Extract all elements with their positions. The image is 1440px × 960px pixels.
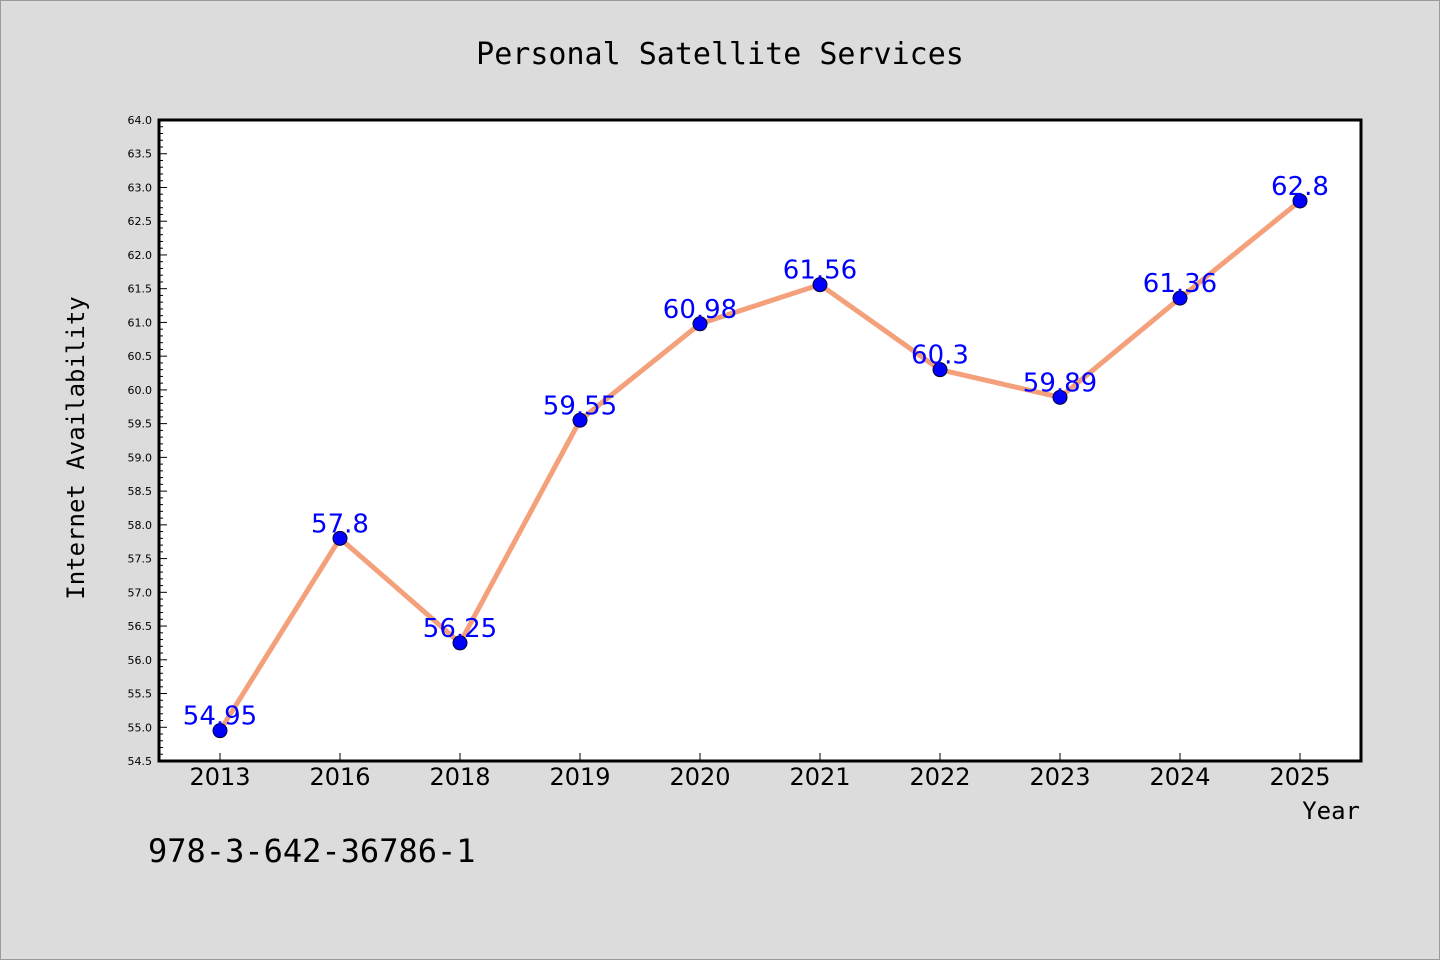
data-point <box>452 635 468 651</box>
x-tick-label: 2013 <box>189 763 250 791</box>
data-point <box>1292 193 1308 209</box>
y-tick-label: 63.5 <box>128 148 153 161</box>
y-tick-label: 61.0 <box>128 316 153 329</box>
x-tick-label: 2023 <box>1029 763 1090 791</box>
x-tick-label: 2019 <box>549 763 610 791</box>
plot-area <box>157 118 1363 763</box>
data-label: 57.8 <box>311 509 369 539</box>
x-tick-label: 2025 <box>1269 763 1330 791</box>
y-tick-label: 57.5 <box>128 553 153 566</box>
isbn-footnote: 978-3-642-36786-1 <box>148 832 476 870</box>
data-label-group: 54.95 57.8 56.25 59.55 60.98 61.56 60.3 59.89 61… <box>183 172 1329 732</box>
y-tick-label: 63.0 <box>128 181 153 194</box>
data-point <box>212 723 228 739</box>
x-tick-label: 2018 <box>429 763 490 791</box>
x-axis: 2013 2016 2018 2019 2020 2021 2022 2023 2024 2025 <box>189 753 1331 791</box>
data-label: 60.3 <box>911 341 969 371</box>
y-tick-label: 54.5 <box>128 755 153 768</box>
y-tick-label: 55.0 <box>128 721 153 734</box>
x-tick-label: 2016 <box>309 763 370 791</box>
y-tick-label: 59.5 <box>128 418 153 431</box>
y-tick-label: 62.5 <box>128 215 153 228</box>
y-tick-label: 57.0 <box>128 586 153 599</box>
y-tick-label: 60.5 <box>128 350 153 363</box>
y-tick-label: 60.0 <box>128 384 153 397</box>
x-axis-label: Year <box>1302 797 1360 825</box>
data-label: 54.95 <box>183 702 257 732</box>
x-tick-label: 2022 <box>909 763 970 791</box>
data-point <box>1052 389 1068 405</box>
y-tick-label: 58.0 <box>128 519 153 532</box>
data-label: 59.89 <box>1023 368 1097 398</box>
marker-group <box>212 193 1308 739</box>
data-point <box>932 362 948 378</box>
x-tick-label: 2021 <box>789 763 850 791</box>
data-point <box>1172 290 1188 306</box>
data-label: 60.98 <box>663 295 737 325</box>
y-tick-label: 59.0 <box>128 451 153 464</box>
y-tick-label: 58.5 <box>128 485 153 498</box>
series-line <box>217 198 1303 734</box>
y-tick-label: 55.5 <box>128 688 153 701</box>
y-axis: 54.5 55.0 55.5 56.0 56.5 57.0 57.5 58.0 58.5 59.0… <box>128 114 167 768</box>
chart-title: Personal Satellite Services <box>476 37 964 72</box>
data-point <box>692 316 708 332</box>
x-tick-label: 2020 <box>669 763 730 791</box>
data-point <box>572 412 588 428</box>
data-label: 61.36 <box>1143 269 1217 299</box>
data-point <box>812 277 828 293</box>
data-label: 61.56 <box>783 256 857 286</box>
series-line-group <box>217 198 1303 734</box>
y-tick-label: 56.5 <box>128 620 153 633</box>
y-axis-label: Internet Availability <box>62 296 90 599</box>
y-tick-label: 64.0 <box>128 114 153 127</box>
data-label: 59.55 <box>543 391 617 421</box>
data-label: 62.8 <box>1271 172 1329 202</box>
x-tick-label: 2024 <box>1149 763 1210 791</box>
y-tick-label: 62.0 <box>128 249 153 262</box>
y-tick-label: 56.0 <box>128 654 153 667</box>
data-point <box>332 530 348 546</box>
data-label: 56.25 <box>423 614 497 644</box>
y-tick-label: 61.5 <box>128 283 153 296</box>
